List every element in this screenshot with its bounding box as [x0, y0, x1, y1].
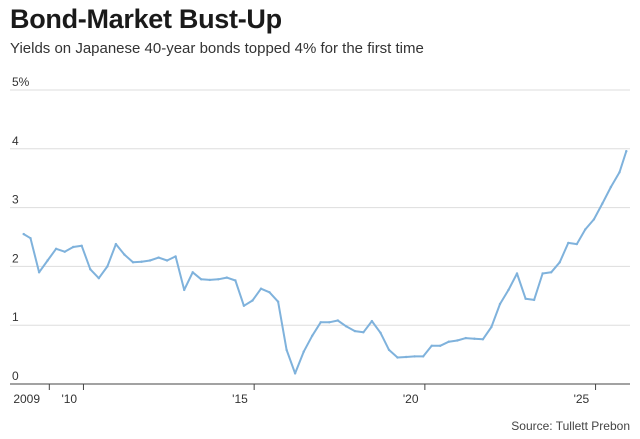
data-point — [430, 344, 433, 347]
data-point — [319, 321, 322, 324]
data-point — [370, 319, 374, 323]
data-point — [148, 259, 152, 262]
source-note: Source: Tullett Prebon — [511, 419, 630, 433]
data-point — [567, 241, 570, 245]
data-point — [106, 265, 109, 268]
data-point — [140, 260, 143, 263]
y-tick-label: 2 — [12, 251, 19, 265]
data-point — [63, 250, 66, 253]
data-point — [242, 304, 246, 307]
y-tick-label: 1 — [12, 310, 19, 324]
data-point — [524, 297, 527, 300]
x-tick-label: '20 — [403, 392, 419, 406]
data-point — [422, 355, 425, 358]
data-point — [80, 244, 83, 247]
data-point — [541, 272, 544, 275]
data-point — [575, 242, 578, 246]
data-point — [362, 331, 365, 334]
data-point — [72, 245, 75, 249]
data-point — [353, 329, 357, 333]
data-point — [456, 339, 459, 342]
data-point — [29, 237, 32, 240]
chart-title: Bond-Market Bust-Up — [10, 4, 282, 34]
data-point — [618, 171, 621, 174]
x-tick-label: '15 — [232, 392, 248, 406]
data-point — [217, 278, 220, 281]
data-point — [276, 300, 280, 303]
data-point — [114, 242, 118, 246]
chart-subtitle: Yields on Japanese 40-year bonds topped … — [10, 40, 424, 57]
data-point — [550, 271, 553, 274]
x-tick-label: 2009 — [13, 392, 40, 406]
data-point — [413, 355, 416, 358]
y-axis-labels: 5% 4 3 2 1 0 — [12, 75, 30, 383]
data-point — [473, 337, 476, 340]
data-point — [532, 298, 536, 302]
data-point — [22, 232, 25, 236]
data-point — [328, 321, 331, 324]
data-point — [208, 278, 211, 282]
data-point — [251, 299, 254, 302]
y-tick-label: 3 — [12, 193, 19, 207]
y-tick-label: 5% — [12, 75, 30, 89]
data-point — [625, 150, 628, 153]
data-point — [89, 268, 92, 271]
data-point — [609, 185, 613, 189]
data-point — [601, 202, 604, 205]
y-tick-label: 4 — [12, 134, 19, 148]
data-point — [131, 261, 135, 264]
data-point — [396, 356, 399, 359]
data-point — [259, 287, 263, 290]
data-point — [515, 272, 519, 275]
y-tick-label: 0 — [12, 369, 19, 383]
data-point — [387, 348, 391, 352]
data-point — [293, 372, 297, 375]
yield-line — [22, 150, 628, 375]
data-point — [191, 271, 194, 274]
x-tick-label: '10 — [61, 392, 77, 406]
data-point — [54, 247, 58, 250]
data-point — [481, 338, 485, 341]
x-axis: 2009 '10 '15 '20 '25 — [10, 383, 630, 406]
data-point — [234, 279, 237, 282]
data-point — [464, 336, 467, 340]
data-point — [379, 331, 382, 334]
data-point — [311, 334, 314, 337]
data-point — [285, 348, 288, 352]
data-point — [336, 319, 339, 322]
data-point — [498, 302, 502, 306]
data-point — [345, 325, 348, 328]
data-point — [584, 228, 587, 231]
data-point — [225, 276, 228, 279]
data-point — [123, 253, 126, 256]
data-point — [157, 256, 160, 259]
data-point — [558, 261, 561, 264]
data-point — [507, 288, 510, 292]
x-tick-label: '25 — [574, 392, 590, 406]
data-point — [439, 344, 442, 347]
data-point — [174, 255, 177, 258]
data-point — [37, 271, 41, 274]
data-point — [165, 259, 169, 262]
data-point — [46, 259, 49, 262]
data-point — [404, 355, 408, 359]
series-layer — [22, 150, 628, 375]
data-point — [490, 325, 493, 329]
data-point — [200, 278, 203, 281]
data-point — [268, 291, 271, 294]
data-point — [183, 288, 186, 292]
data-point — [302, 350, 305, 353]
data-point — [592, 218, 596, 221]
data-point — [97, 277, 101, 280]
data-point — [447, 340, 450, 343]
